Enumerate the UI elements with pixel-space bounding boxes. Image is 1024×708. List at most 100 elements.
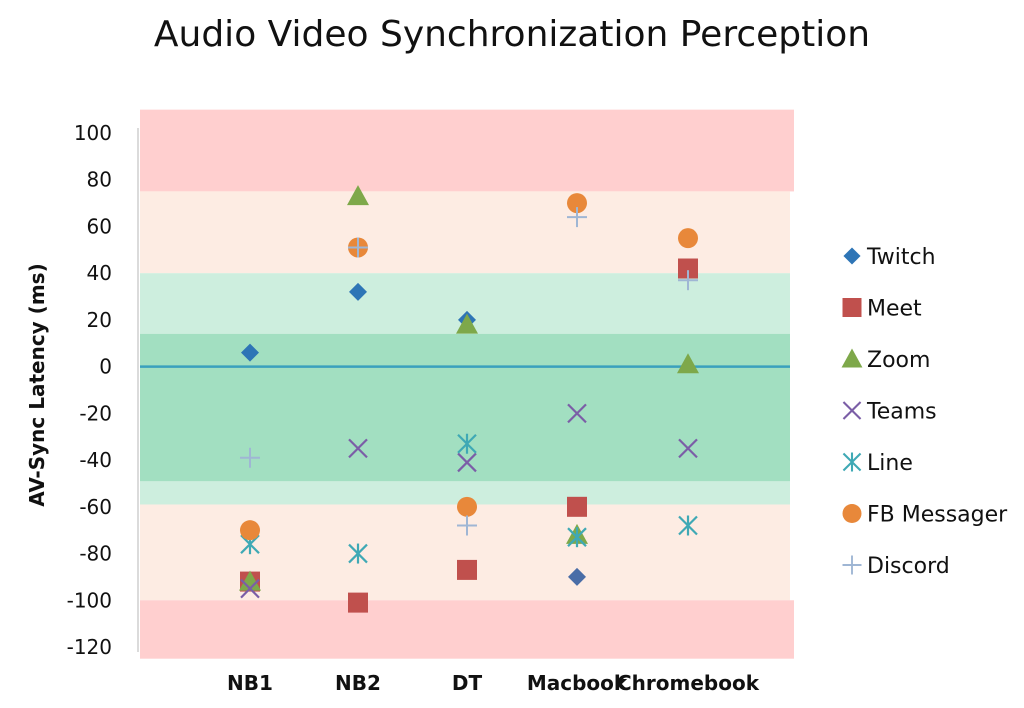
- circle-shape: [842, 504, 862, 523]
- square-shape: [567, 496, 587, 517]
- x-tick-label: Chromebook: [617, 671, 760, 695]
- y-tick-label: 40: [87, 261, 112, 285]
- point-teams: [240, 578, 260, 599]
- point-discord: [240, 447, 260, 468]
- circle-shape: [678, 228, 698, 249]
- point-discord: [348, 237, 368, 258]
- triangle-shape: [677, 353, 699, 374]
- legend-item-twitch: Twitch: [843, 245, 936, 270]
- diamond-shape: [241, 343, 259, 362]
- point-zoom: [677, 353, 699, 374]
- x-stroke: [678, 438, 698, 459]
- point-meet: [348, 592, 368, 613]
- point-meet: [457, 559, 477, 580]
- point-twitch: [241, 343, 259, 362]
- point-line: [678, 515, 698, 536]
- legend-label-zoom: Zoom: [867, 348, 930, 373]
- legend-item-line: Line: [842, 451, 913, 476]
- point-meet: [567, 496, 587, 517]
- y-tick-label: -20: [79, 401, 112, 425]
- y-tick-label: -40: [79, 448, 112, 472]
- square-shape: [457, 559, 477, 580]
- point-fb-messager: [678, 228, 698, 249]
- legend-label-twitch: Twitch: [866, 245, 936, 270]
- point-line: [567, 527, 587, 548]
- triangle-shape: [456, 313, 478, 334]
- triangle-shape: [347, 185, 369, 206]
- point-discord: [457, 515, 477, 536]
- legend-label-discord: Discord: [867, 554, 950, 579]
- x-tick-label: NB1: [227, 671, 273, 695]
- legend-label-fb-messager: FB Messager: [867, 503, 1008, 528]
- square-shape: [842, 298, 862, 317]
- y-tick-label: 20: [87, 308, 112, 332]
- point-twitch: [349, 282, 367, 301]
- circle-shape: [240, 520, 260, 541]
- legend-marker-discord: [842, 555, 862, 575]
- legend-marker-line: [842, 452, 862, 472]
- point-teams: [567, 403, 587, 424]
- point-discord: [567, 207, 587, 228]
- legend-label-teams: Teams: [866, 400, 937, 425]
- point-fb-messager: [567, 193, 587, 214]
- legend-label-line: Line: [867, 451, 913, 476]
- x-tick-label: NB2: [335, 671, 381, 695]
- x-tick-label: Macbook: [527, 671, 628, 695]
- y-tick-label: -80: [79, 542, 112, 566]
- point-discord: [678, 270, 698, 291]
- diamond-shape: [349, 282, 367, 301]
- background-bands: [140, 109, 794, 659]
- legend-marker-twitch: [843, 247, 861, 265]
- y-tick-label: 60: [87, 214, 112, 238]
- x-stroke: [457, 452, 477, 473]
- legend-item-meet: Meet: [842, 297, 922, 322]
- point-teams: [348, 438, 368, 459]
- circle-shape: [567, 193, 587, 214]
- chart-title: Audio Video Synchronization Perception: [153, 14, 871, 55]
- x-stroke: [348, 438, 368, 459]
- plot-area: [239, 185, 699, 613]
- diamond-shape: [843, 247, 861, 265]
- triangle-shape: [239, 570, 261, 591]
- y-axis: 100 80 60 40 20 0 -20 -40 -60 -80 -100 -120: [67, 121, 139, 659]
- x-stroke: [567, 403, 587, 424]
- legend-label-meet: Meet: [867, 297, 922, 322]
- legend-marker-meet: [842, 298, 862, 317]
- y-tick-label: 80: [87, 168, 112, 192]
- square-shape: [348, 592, 368, 613]
- legend-marker-zoom: [841, 348, 863, 368]
- y-tick-label: 0: [99, 355, 112, 379]
- band-5: [140, 600, 794, 659]
- x-stroke: [842, 401, 862, 420]
- y-tick-label: -60: [79, 495, 112, 519]
- point-line: [348, 543, 368, 564]
- legend-item-teams: Teams: [842, 400, 937, 425]
- point-teams: [457, 452, 477, 473]
- point-zoom: [456, 313, 478, 334]
- legend-marker-teams: [842, 401, 862, 420]
- legend-item-fb-messager: FB Messager: [842, 503, 1008, 528]
- point-fb-messager: [240, 520, 260, 541]
- y-axis-label: AV-Sync Latency (ms): [25, 263, 49, 506]
- x-stroke: [240, 578, 260, 599]
- y-tick-label: -100: [67, 588, 112, 612]
- point-line: [457, 433, 477, 454]
- legend: Twitch Meet Zoom Teams Line FB Messager Discor…: [841, 245, 1008, 579]
- point-zoom: [347, 185, 369, 206]
- y-tick-label: 100: [74, 121, 112, 145]
- y-tick-label: -120: [67, 635, 112, 659]
- point-meet: [678, 258, 698, 279]
- legend-item-discord: Discord: [842, 554, 950, 579]
- diamond-shape: [568, 567, 586, 586]
- triangle-shape: [841, 348, 863, 368]
- square-shape: [678, 258, 698, 279]
- legend-item-zoom: Zoom: [841, 348, 930, 373]
- x-tick-label: DT: [452, 671, 483, 695]
- point-teams: [678, 438, 698, 459]
- legend-marker-fb-messager: [842, 504, 862, 523]
- band-0: [140, 109, 794, 192]
- point-twitch: [568, 567, 586, 586]
- point-fb-messager: [457, 496, 477, 517]
